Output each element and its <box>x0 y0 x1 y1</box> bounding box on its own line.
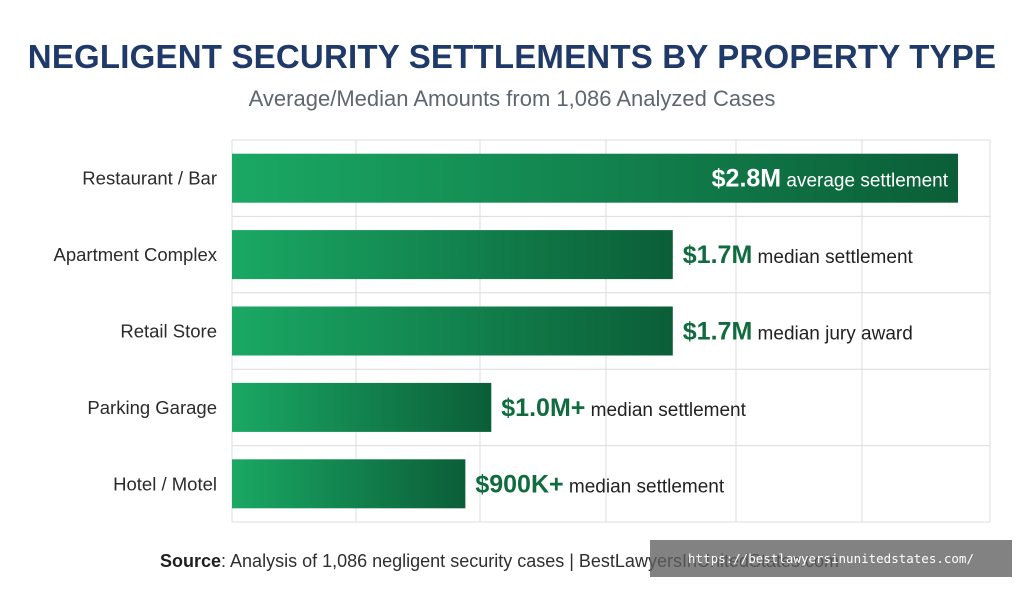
url-overlay[interactable]: https://bestlawyersinunitedstates.com/ <box>650 540 1012 577</box>
category-label: Apartment Complex <box>54 244 218 265</box>
value-label: $1.0M+ median settlement <box>501 394 746 422</box>
bar <box>232 306 673 356</box>
bar <box>232 230 673 280</box>
bars <box>232 153 958 509</box>
bar <box>232 382 492 432</box>
value-label: $2.8M average settlement <box>712 165 949 193</box>
value-label: $1.7M median settlement <box>683 241 914 269</box>
value-label: $900K+ median settlement <box>475 470 725 498</box>
category-label: Parking Garage <box>87 397 217 418</box>
source-label: Source <box>160 551 222 571</box>
chart-title: NEGLIGENT SECURITY SETTLEMENTS BY PROPER… <box>27 38 997 75</box>
grid <box>231 139 991 523</box>
value-label: $1.7M median jury award <box>683 318 913 346</box>
category-label: Hotel / Motel <box>113 473 217 494</box>
bar <box>232 153 958 203</box>
category-label: Restaurant / Bar <box>82 168 217 189</box>
labels: Restaurant / Bar $2.8M average settlement… <box>54 165 949 499</box>
chart-subtitle: Average/Median Amounts from 1,086 Analyz… <box>248 86 776 111</box>
bar <box>232 459 466 509</box>
category-label: Retail Store <box>120 321 217 342</box>
